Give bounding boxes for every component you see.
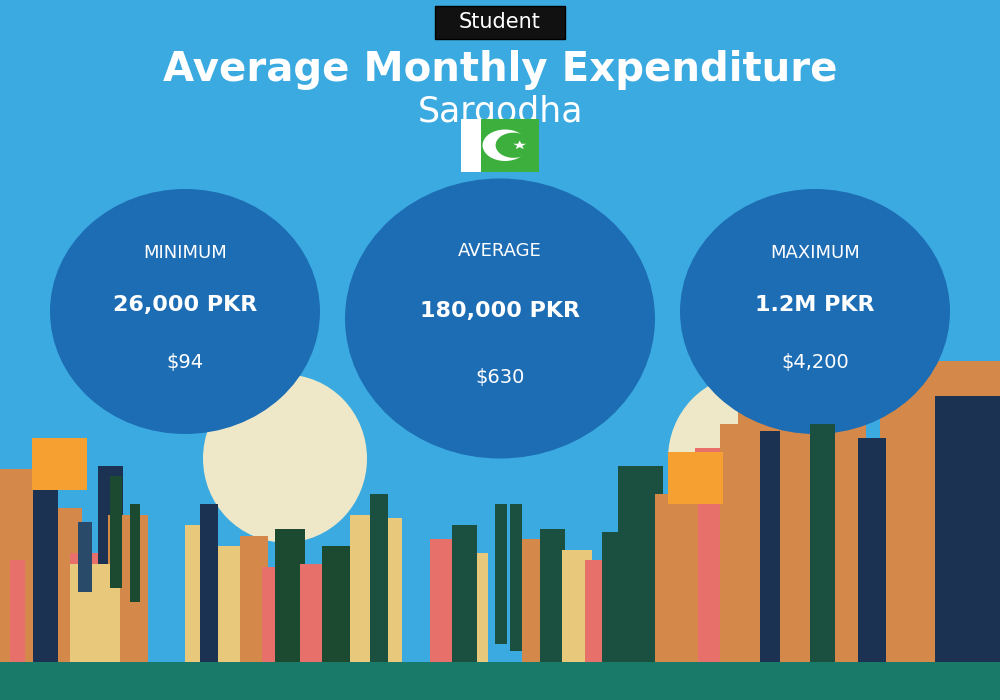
Text: $4,200: $4,200: [781, 354, 849, 372]
Text: MAXIMUM: MAXIMUM: [770, 244, 860, 262]
Circle shape: [483, 130, 528, 161]
Ellipse shape: [50, 189, 320, 434]
Text: $630: $630: [475, 368, 525, 387]
Bar: [618, 466, 663, 662]
Text: MINIMUM: MINIMUM: [143, 244, 227, 262]
Bar: [32, 438, 87, 490]
Bar: [370, 494, 388, 662]
Bar: [461, 119, 480, 172]
Bar: [695, 448, 727, 662]
Bar: [738, 402, 778, 662]
Bar: [678, 452, 698, 662]
FancyBboxPatch shape: [435, 6, 565, 39]
Bar: [300, 564, 328, 661]
Ellipse shape: [680, 189, 950, 434]
Bar: [602, 532, 620, 662]
Bar: [185, 525, 210, 662]
Bar: [275, 528, 305, 662]
Bar: [918, 360, 1000, 662]
Bar: [70, 564, 120, 661]
Bar: [0, 560, 25, 661]
Bar: [240, 536, 268, 662]
Bar: [84, 522, 92, 592]
Bar: [655, 494, 685, 662]
Bar: [215, 546, 245, 662]
Text: $94: $94: [166, 354, 204, 372]
Text: 1.2M PKR: 1.2M PKR: [755, 295, 875, 316]
Bar: [720, 424, 745, 662]
Bar: [130, 504, 140, 602]
Bar: [470, 553, 488, 662]
Bar: [322, 546, 357, 662]
Bar: [452, 525, 477, 662]
Ellipse shape: [203, 374, 367, 542]
Bar: [52, 508, 82, 662]
Text: AVERAGE: AVERAGE: [458, 242, 542, 260]
Bar: [78, 522, 86, 592]
Bar: [0, 560, 10, 661]
Bar: [960, 452, 1000, 662]
Bar: [110, 476, 122, 588]
Bar: [668, 452, 723, 504]
Bar: [382, 518, 402, 662]
Bar: [510, 504, 522, 651]
Bar: [70, 553, 98, 662]
Bar: [828, 410, 866, 662]
Ellipse shape: [345, 178, 655, 458]
Bar: [858, 438, 886, 662]
Bar: [880, 374, 925, 662]
Text: Student: Student: [459, 13, 541, 32]
Bar: [33, 452, 58, 662]
Bar: [262, 567, 282, 661]
Bar: [522, 539, 544, 662]
Text: 26,000 PKR: 26,000 PKR: [113, 295, 257, 316]
Bar: [0, 469, 38, 662]
Bar: [481, 119, 539, 172]
Bar: [585, 560, 607, 661]
Ellipse shape: [668, 374, 832, 542]
Text: 180,000 PKR: 180,000 PKR: [420, 302, 580, 321]
Bar: [108, 514, 148, 662]
Bar: [562, 550, 592, 662]
Bar: [430, 539, 458, 662]
Bar: [810, 424, 835, 662]
Bar: [540, 528, 565, 662]
Text: Sargodha: Sargodha: [417, 95, 583, 129]
Polygon shape: [513, 141, 526, 149]
Bar: [200, 504, 218, 662]
Bar: [760, 430, 780, 662]
Bar: [0, 662, 1000, 700]
Bar: [98, 466, 123, 662]
Bar: [495, 504, 507, 644]
Bar: [775, 389, 817, 662]
Bar: [935, 395, 1000, 662]
Bar: [350, 514, 375, 662]
Circle shape: [496, 133, 532, 158]
Text: Average Monthly Expenditure: Average Monthly Expenditure: [163, 50, 837, 90]
